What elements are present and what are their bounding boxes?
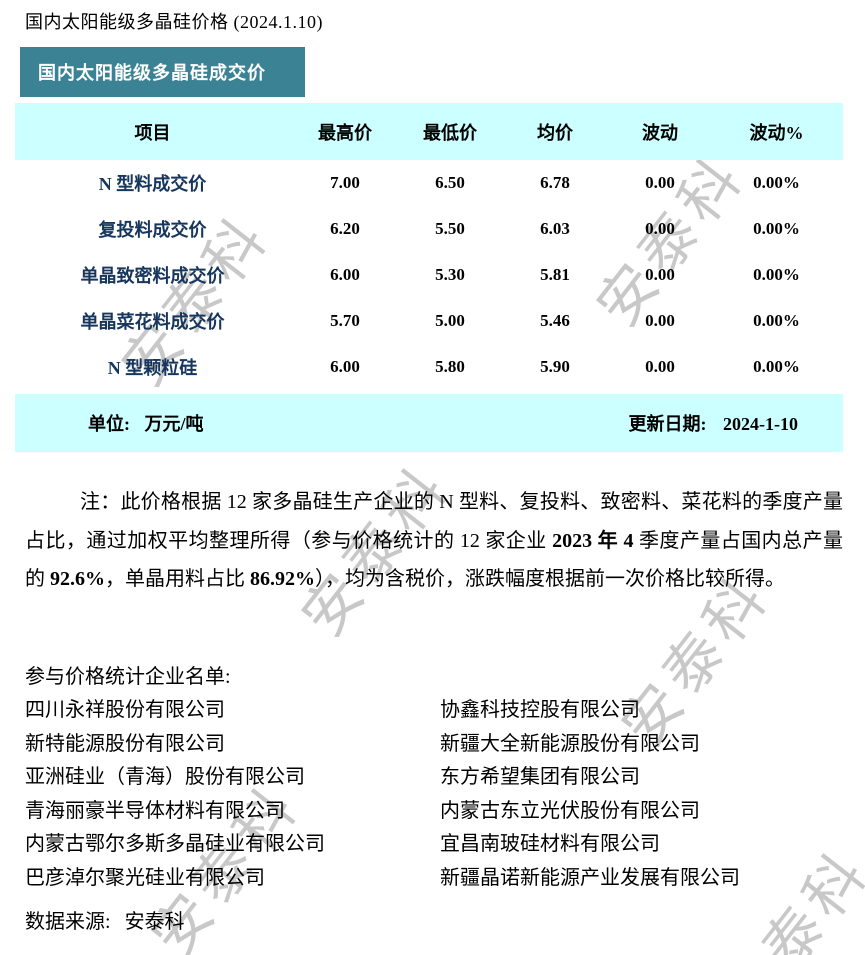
company-name: 新特能源股份有限公司 bbox=[25, 732, 225, 755]
row-value-change_pct: 0.00% bbox=[753, 357, 800, 376]
company-name: 内蒙古东立光伏股份有限公司 bbox=[440, 799, 700, 822]
company-list-section: 参与价格统计企业名单: 四川永祥股份有限公司 协鑫科技控股有限公司新特能源股份有限… bbox=[25, 660, 843, 895]
company-name: 亚洲硅业（青海）股份有限公司 bbox=[25, 766, 305, 788]
row-value-change_pct: 0.00% bbox=[753, 265, 800, 284]
company-name: 新疆晶诺新能源产业发展有限公司 bbox=[440, 866, 740, 889]
note-segment: ），均为含税价，涨跌幅度根据前一次价格比较所得。 bbox=[315, 568, 785, 590]
company-name: 四川永祥股份有限公司 bbox=[25, 699, 225, 721]
note-segment: 注：此价格根据 12 家多晶硅生产企业的 N 型料、复投料、致密料、菜花料的季度… bbox=[25, 491, 843, 552]
company-name: 宜昌南玻硅材料有限公司 bbox=[440, 833, 660, 855]
note-segment: ，单晶用料占比 bbox=[105, 568, 250, 590]
note-bold-segment: 2023 年 4 bbox=[552, 529, 639, 552]
unit-info: 单位: 万元/吨 bbox=[88, 410, 204, 436]
col-header-high: 最高价 bbox=[290, 103, 400, 160]
row-value-change: 0.00 bbox=[645, 265, 675, 284]
company-name: 新疆大全新能源股份有限公司 bbox=[440, 732, 700, 755]
row-value-change: 0.00 bbox=[645, 357, 675, 376]
company-list-heading: 参与价格统计企业名单: bbox=[25, 666, 231, 688]
row-item-label: 复投料成交价 bbox=[98, 220, 207, 240]
row-value-high: 5.70 bbox=[330, 311, 360, 330]
unit-bar: 单位: 万元/吨 更新日期: 2024-1-10 bbox=[15, 394, 843, 452]
row-item-label: 单晶致密料成交价 bbox=[80, 266, 225, 286]
company-name: 内蒙古鄂尔多斯多晶硅业有限公司 bbox=[25, 833, 325, 855]
table-row: N 型颗粒硅 6.00 5.80 5.90 0.00 0.00% bbox=[15, 344, 843, 390]
data-source-line: 数据来源: 安泰科 bbox=[25, 905, 185, 934]
company-name: 青海丽豪半导体材料有限公司 bbox=[25, 799, 285, 822]
row-value-avg: 5.46 bbox=[540, 311, 570, 330]
update-date-label: 更新日期: bbox=[628, 414, 707, 434]
company-grid: 四川永祥股份有限公司 协鑫科技控股有限公司新特能源股份有限公司 新疆大全新能源股份有… bbox=[25, 694, 843, 895]
row-value-high: 7.00 bbox=[330, 173, 360, 192]
note-bold-segment: 86.92% bbox=[250, 568, 315, 590]
row-item-label: N 型料成交价 bbox=[98, 174, 207, 194]
row-value-avg: 6.03 bbox=[540, 219, 570, 238]
row-value-high: 6.00 bbox=[330, 265, 360, 284]
col-header-change: 波动 bbox=[610, 103, 710, 160]
row-value-change: 0.00 bbox=[645, 173, 675, 192]
row-value-avg: 6.78 bbox=[540, 173, 570, 192]
note-bold-segment: 92.6% bbox=[50, 568, 105, 590]
table-row: 单晶致密料成交价 6.00 5.30 5.81 0.00 0.00% bbox=[15, 252, 843, 298]
company-name: 协鑫科技控股有限公司 bbox=[440, 699, 640, 721]
company-name: 巴彦淖尔聚光硅业有限公司 bbox=[25, 866, 265, 889]
update-info: 更新日期: 2024-1-10 bbox=[629, 410, 799, 436]
row-value-change_pct: 0.00% bbox=[753, 173, 800, 192]
col-header-avg: 均价 bbox=[500, 103, 610, 160]
row-value-change_pct: 0.00% bbox=[753, 311, 800, 330]
note-segment: 季度产量占国内总产量的 bbox=[25, 529, 844, 591]
row-value-low: 5.50 bbox=[435, 219, 465, 238]
table-row: N 型料成交价 7.00 6.50 6.78 0.00 0.00% bbox=[15, 160, 843, 206]
price-table: 项目 最高价 最低价 均价 波动 波动% N 型料成交价 7.00 6.50 6.78… bbox=[15, 103, 843, 390]
col-header-item: 项目 bbox=[15, 103, 290, 160]
data-source-label: 数据来源: bbox=[25, 911, 111, 933]
note-paragraph: 注：此价格根据 12 家多晶硅生产企业的 N 型料、复投料、致密料、菜花料的季度… bbox=[25, 483, 843, 599]
table-row: 复投料成交价 6.20 5.50 6.03 0.00 0.00% bbox=[15, 206, 843, 252]
row-item-label: N 型颗粒硅 bbox=[107, 358, 198, 378]
row-value-low: 5.00 bbox=[435, 311, 465, 330]
row-value-avg: 5.90 bbox=[540, 357, 570, 376]
row-value-change: 0.00 bbox=[645, 311, 675, 330]
unit-label: 单位: bbox=[88, 414, 130, 434]
row-value-high: 6.00 bbox=[330, 357, 360, 376]
price-table-body: N 型料成交价 7.00 6.50 6.78 0.00 0.00% 复投料成交价 6.20 5.… bbox=[15, 160, 843, 390]
section-header-label: 国内太阳能级多晶硅成交价 bbox=[38, 63, 266, 83]
row-value-low: 5.30 bbox=[435, 265, 465, 284]
update-date-value: 2024-1-10 bbox=[723, 414, 798, 434]
data-source-value: 安泰科 bbox=[124, 911, 185, 933]
page-title: 国内太阳能级多晶硅价格 (2024.1.10) bbox=[25, 12, 323, 32]
row-item-label: 单晶菜花料成交价 bbox=[80, 312, 225, 332]
section-header: 国内太阳能级多晶硅成交价 bbox=[20, 47, 305, 97]
row-value-change: 0.00 bbox=[645, 219, 675, 238]
table-header-row: 项目 最高价 最低价 均价 波动 波动% bbox=[15, 103, 843, 160]
col-header-low: 最低价 bbox=[400, 103, 500, 160]
table-row: 单晶菜花料成交价 5.70 5.00 5.46 0.00 0.00% bbox=[15, 298, 843, 344]
company-name: 东方希望集团有限公司 bbox=[440, 766, 640, 788]
unit-value: 万元/吨 bbox=[144, 414, 204, 434]
col-header-change-pct: 波动% bbox=[710, 103, 843, 160]
row-value-avg: 5.81 bbox=[540, 265, 570, 284]
row-value-change_pct: 0.00% bbox=[753, 219, 800, 238]
row-value-low: 5.80 bbox=[435, 357, 465, 376]
row-value-low: 6.50 bbox=[435, 173, 465, 192]
price-table-section: 项目 最高价 最低价 均价 波动 波动% N 型料成交价 7.00 6.50 6.78… bbox=[15, 103, 843, 452]
row-value-high: 6.20 bbox=[330, 219, 360, 238]
